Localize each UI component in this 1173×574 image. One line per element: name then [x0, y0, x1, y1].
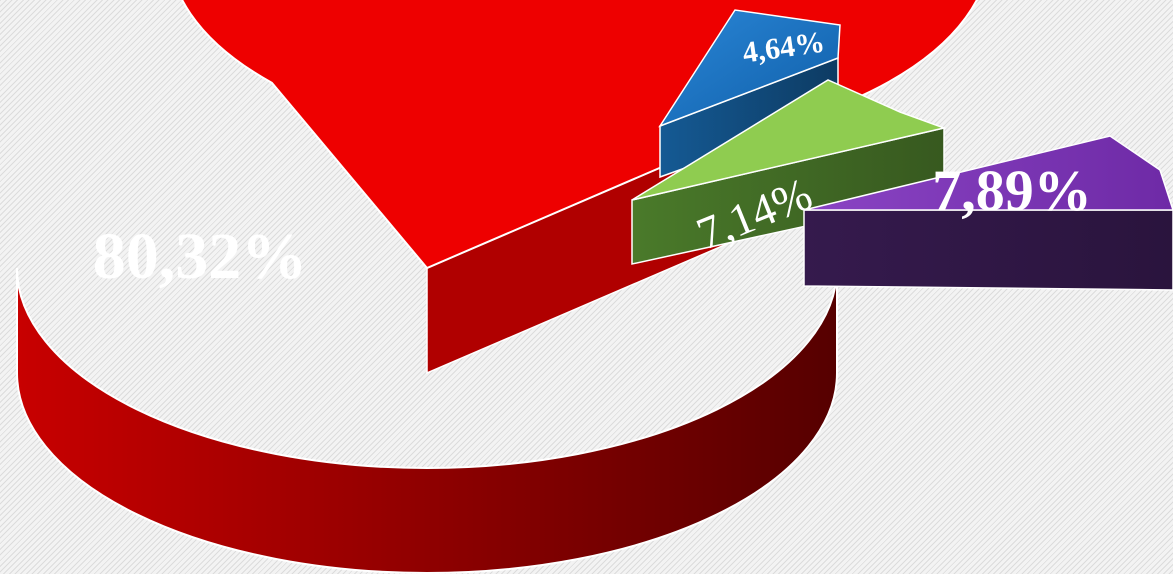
slice-2	[631, 79, 947, 201]
data-label-3: 7,89%	[932, 158, 1092, 223]
slice-3	[803, 135, 1173, 211]
slice-1	[658, 9, 841, 128]
data-label-0: 80,32%	[93, 220, 308, 293]
slice-side-0	[16, 267, 838, 574]
